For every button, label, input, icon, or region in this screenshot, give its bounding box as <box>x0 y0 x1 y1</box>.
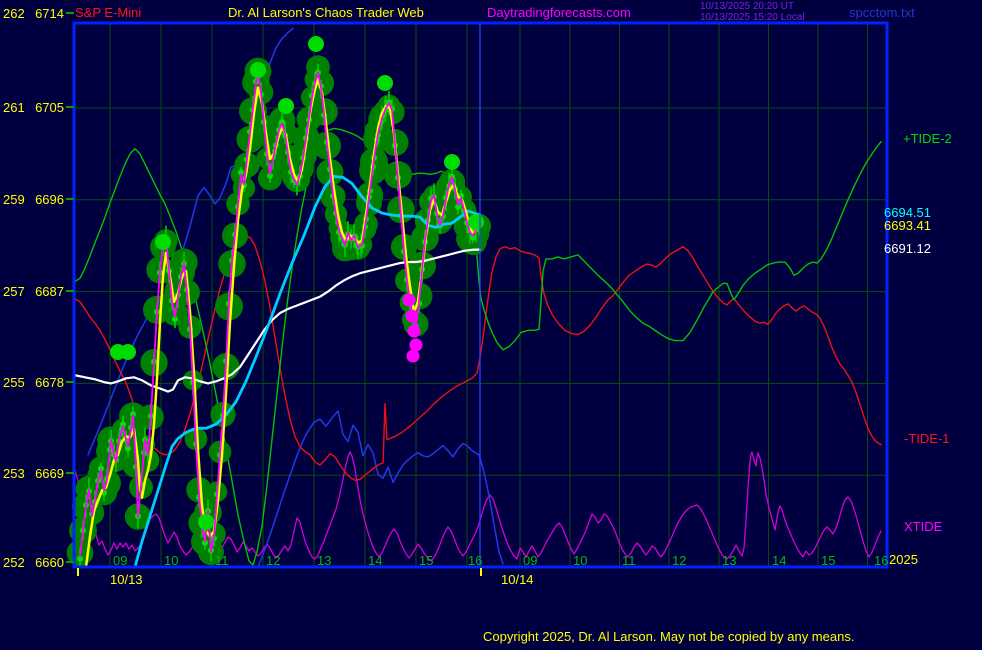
timestamp-ut: 10/13/2025 20:20 UT <box>700 1 794 12</box>
cyan-last-value: 6694.51 <box>884 205 931 220</box>
page-title: Dr. Al Larson's Chaos Trader Web <box>228 5 424 20</box>
hour-tick-label: 15 <box>419 554 433 568</box>
yellow-last-value: 6693.41 <box>884 218 931 233</box>
hour-tick-label: 13 <box>722 554 736 568</box>
copyright-notice: Copyright 2025, Dr. Al Larson. May not b… <box>483 629 855 644</box>
hour-tick-label: 12 <box>672 554 686 568</box>
tide1-label: -TIDE-1 <box>904 431 950 446</box>
chaos-ball-magenta <box>407 324 421 338</box>
date-text: 10/13 <box>110 572 143 587</box>
y-axis-cash-value: 255 <box>3 375 25 390</box>
chaos-ball-magenta <box>409 338 423 352</box>
hour-tick-text: 11 <box>215 553 229 568</box>
hour-tick-label: 09 <box>523 554 537 568</box>
date-text: 10/14 <box>501 572 534 587</box>
y-axis-cash-value: 261 <box>3 100 25 115</box>
hour-tick-text: 13 <box>317 553 332 568</box>
hour-tick-text: 15 <box>419 553 434 568</box>
hour-tick-label: 11 <box>215 554 229 568</box>
chaos-ball-green <box>444 154 460 170</box>
series-blue-lower <box>257 410 504 568</box>
hour-tick-text: 09 <box>113 553 128 568</box>
data-file-link[interactable]: spcctom.txt <box>849 5 915 20</box>
hour-tick-label: 12 <box>266 554 280 568</box>
hour-tick-label: 16 <box>468 554 482 568</box>
y-axis-cash-value: 259 <box>3 192 25 207</box>
hour-tick-text: 15 <box>821 553 836 568</box>
y-axis-cash-value: 262 <box>3 6 25 21</box>
tide2-label: +TIDE-2 <box>903 131 952 146</box>
series-cyan-ma <box>133 174 482 569</box>
hour-tick-label: 10 <box>164 554 178 568</box>
series-green-tide <box>74 127 882 566</box>
hour-tick-text: 11 <box>622 553 636 568</box>
symbol-label: S&P E-Mini <box>75 5 142 20</box>
hour-tick-text: 12 <box>672 553 687 568</box>
series-white-ma <box>73 248 482 393</box>
hour-tick-label: 10 <box>573 554 587 568</box>
hour-tick-text: 16 <box>468 553 483 568</box>
hour-tick-label: 14 <box>368 554 382 568</box>
hour-tick-text: 14 <box>772 553 787 568</box>
y-axis-cash-value: 253 <box>3 466 25 481</box>
chaos-ball-magenta <box>405 309 419 323</box>
hour-tick-text: 09 <box>523 553 538 568</box>
chaos-ball-green <box>120 344 136 360</box>
series-red-tide <box>74 234 882 481</box>
chaos-ball-green <box>308 36 324 52</box>
y-axis-label: 262 6714 <box>3 7 64 21</box>
y-axis-futures-value: 6660 <box>35 555 64 570</box>
hour-tick-text: 12 <box>266 553 281 568</box>
timestamp-local: 10/13/2025 15:20 Local <box>700 12 805 23</box>
hour-tick-label: 09 <box>113 554 127 568</box>
hour-tick-label: 13 <box>317 554 331 568</box>
y-axis-label: 252 6660 <box>3 556 64 570</box>
y-axis-label: 253 6669 <box>3 467 64 481</box>
y-axis-futures-value: 6696 <box>35 192 64 207</box>
hour-tick-label: 11 <box>622 554 636 568</box>
y-axis-label: 261 6705 <box>3 101 64 115</box>
chaos-ball-magenta <box>402 293 416 307</box>
hour-tick-label: 16 <box>874 554 888 568</box>
chart-frame <box>72 21 889 569</box>
chaos-ball-green <box>377 75 393 91</box>
hour-tick-text: 10 <box>164 553 179 568</box>
chaos-ball-green <box>278 98 294 114</box>
chaos-ball-green <box>198 514 214 530</box>
hour-tick-text: 16 <box>874 553 889 568</box>
y-axis-futures-value: 6678 <box>35 375 64 390</box>
y-axis-label: 257 6687 <box>3 285 64 299</box>
y-axis-label: 259 6696 <box>3 193 64 207</box>
chaos-ball-green <box>155 234 171 250</box>
year-label: 2025 <box>889 552 918 567</box>
hour-tick-text: 13 <box>722 553 737 568</box>
y-axis-futures-value: 6705 <box>35 100 64 115</box>
chaos-ball-green <box>250 62 266 78</box>
white-last-value: 6691.12 <box>884 241 931 256</box>
timestamp-block: 10/13/2025 20:20 UT 10/13/2025 15:20 Loca… <box>700 1 805 23</box>
hour-tick-text: 14 <box>368 553 383 568</box>
y-axis-futures-value: 6687 <box>35 284 64 299</box>
y-axis-futures-value: 6669 <box>35 466 64 481</box>
hour-tick-label: 15 <box>821 554 835 568</box>
xtide-label: XTIDE <box>904 519 943 534</box>
chaos-ball-green <box>468 214 484 230</box>
site-link[interactable]: Daytradingforecasts.com <box>487 5 631 20</box>
date-label: 10/14 <box>501 573 534 587</box>
y-axis-label: 255 6678 <box>3 376 64 390</box>
chaos-ball-magenta <box>406 349 420 363</box>
y-axis-cash-value: 257 <box>3 284 25 299</box>
y-axis-futures-value: 6714 <box>35 6 64 21</box>
date-label: 10/13 <box>110 573 143 587</box>
hour-tick-text: 10 <box>573 553 588 568</box>
hour-tick-label: 14 <box>772 554 786 568</box>
y-axis-cash-value: 252 <box>3 555 25 570</box>
